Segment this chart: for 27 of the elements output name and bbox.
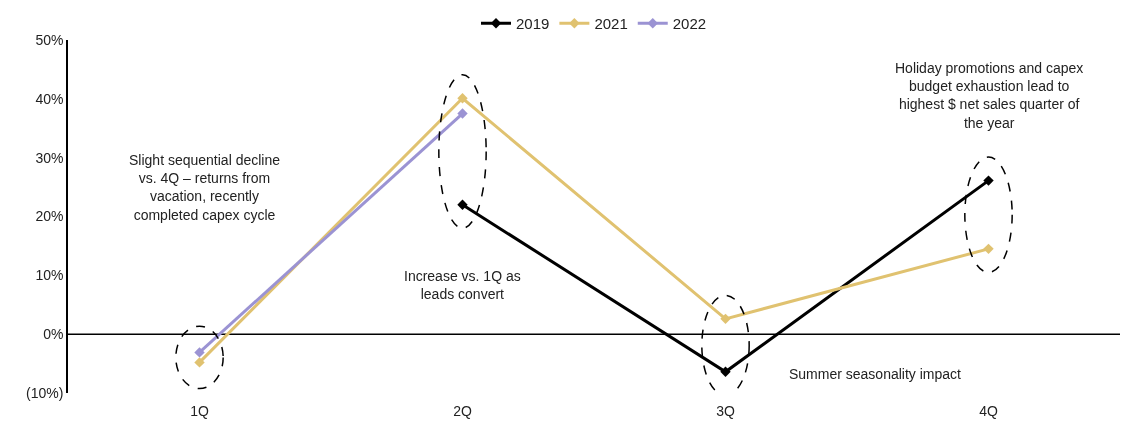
x-tick-label: 2Q <box>453 403 472 419</box>
point <box>720 366 731 378</box>
y-tick-label: 0% <box>43 326 64 343</box>
point <box>194 357 205 368</box>
annotation: Holiday promotions and capex budget exhaustion lead to highest $ net sales quarter of the year <box>895 60 1084 131</box>
legend-label: 2019 <box>516 15 550 33</box>
y-tick-label: (10%) <box>26 384 64 401</box>
legend-label: 2021 <box>594 15 628 33</box>
point <box>194 347 205 358</box>
annotation: Summer seasonality impact <box>789 366 962 382</box>
x-tick-label: 4Q <box>979 403 998 419</box>
legend-label: 2022 <box>672 15 707 33</box>
point <box>457 93 468 104</box>
point <box>457 199 468 210</box>
x-tick-label: 1Q <box>190 403 209 419</box>
y-tick-label: 40% <box>35 90 64 107</box>
annotation: Increase vs. 1Q as leads convert <box>404 268 521 303</box>
y-tick-label: 30% <box>35 149 64 166</box>
point <box>457 108 468 119</box>
point <box>720 313 731 325</box>
y-tick-label: 20% <box>35 208 64 225</box>
y-tick-label: 10% <box>35 267 64 284</box>
point <box>983 175 994 186</box>
x-tick-label: 3Q <box>716 403 735 419</box>
y-tick-label: 50% <box>35 31 64 48</box>
point <box>983 243 994 255</box>
annotation: Slight sequential decline vs. 4Q – returns from vacation, recently completed capex cycle <box>129 152 281 223</box>
